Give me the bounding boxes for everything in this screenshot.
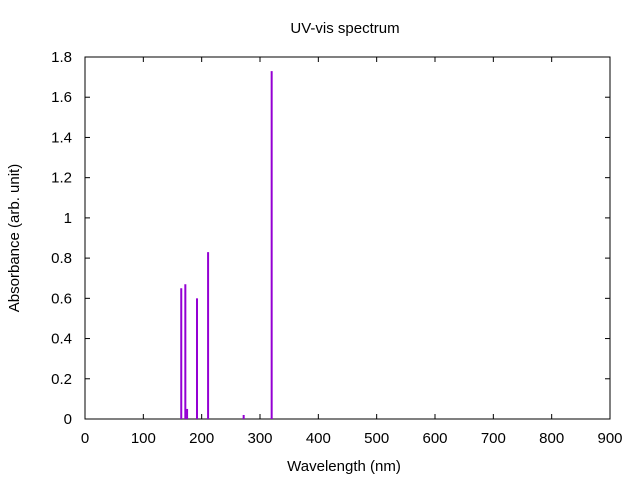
absorbance-bars [180,71,273,419]
chart-title: UV-vis spectrum [290,20,399,37]
y-tick-label: 1.8 [51,49,72,66]
x-tick-label: 800 [539,430,564,447]
plot-area-frame [84,56,611,420]
y-tick-label: 1 [64,210,72,227]
y-tick-label: 0.8 [51,250,72,267]
y-tick-label: 0.6 [51,290,72,307]
y-tick-label: 1.6 [51,89,72,106]
x-tick-label: 600 [422,430,447,447]
x-tick-label: 0 [81,430,89,447]
y-tick-label: 0.2 [51,371,72,388]
y-tick-label: 0 [64,411,72,428]
x-tick-label: 100 [131,430,156,447]
x-tick-label: 300 [247,430,272,447]
x-tick-label: 200 [189,430,214,447]
x-tick-label: 400 [306,430,331,447]
y-axis-ticks: 0 0.2 0.4 0.6 0.8 1 1.2 1.4 1.6 1.8 [51,49,610,428]
y-tick-label: 1.4 [51,129,72,146]
x-axis-label: Wavelength (nm) [287,458,401,475]
x-tick-label: 700 [481,430,506,447]
y-tick-label: 1.2 [51,170,72,187]
y-axis-label: Absorbance (arb. unit) [6,164,23,312]
y-tick-label: 0.4 [51,331,72,348]
x-tick-label: 900 [597,430,622,447]
x-axis-ticks: 0 100 200 300 400 500 600 700 800 900 [81,57,623,447]
x-tick-label: 500 [364,430,389,447]
